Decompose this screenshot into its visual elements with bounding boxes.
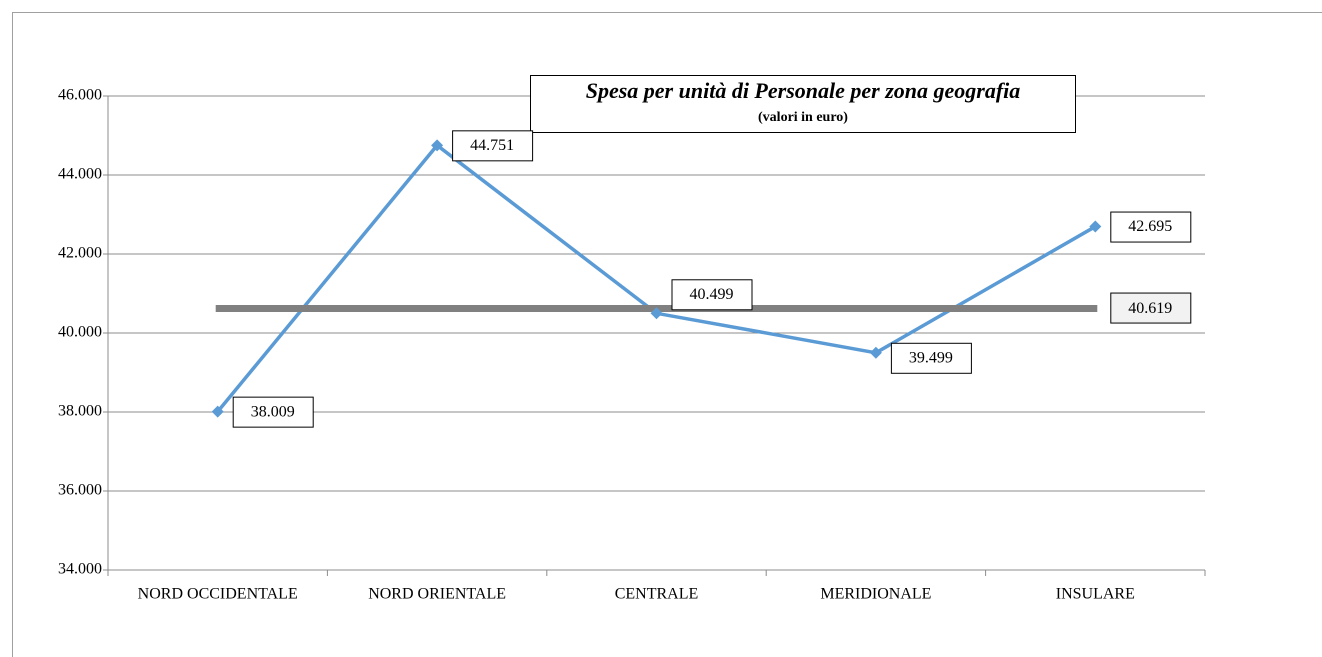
y-tick-label: 38.000 bbox=[58, 403, 102, 420]
y-tick-label: 46.000 bbox=[58, 87, 102, 104]
data-label: 42.695 bbox=[1128, 218, 1172, 235]
chart-title: Spesa per unità di Personale per zona ge… bbox=[586, 78, 1021, 103]
x-tick-label: MERIDIONALE bbox=[820, 586, 931, 603]
data-label-box bbox=[671, 279, 753, 311]
marker bbox=[1089, 220, 1102, 233]
data-label-box bbox=[1110, 211, 1192, 243]
marker bbox=[211, 405, 224, 418]
x-tick-label: NORD OCCIDENTALE bbox=[138, 586, 298, 603]
marker bbox=[431, 139, 444, 152]
x-tick-label: NORD ORIENTALE bbox=[368, 586, 506, 603]
y-tick-label: 40.000 bbox=[58, 324, 102, 341]
data-label: 39.499 bbox=[909, 349, 953, 366]
data-label: 40.499 bbox=[690, 286, 734, 303]
chart-frame bbox=[12, 12, 1322, 657]
title-box bbox=[530, 75, 1076, 133]
data-label-box bbox=[452, 130, 534, 162]
marker bbox=[650, 307, 663, 320]
data-label-box bbox=[232, 396, 314, 428]
chart-subtitle: (valori in euro) bbox=[758, 110, 848, 125]
data-label: 44.751 bbox=[470, 137, 514, 154]
y-tick-label: 42.000 bbox=[58, 245, 102, 262]
x-tick-label: INSULARE bbox=[1056, 586, 1135, 603]
y-tick-label: 36.000 bbox=[58, 482, 102, 499]
x-tick-label: CENTRALE bbox=[615, 586, 699, 603]
average-label-box bbox=[1110, 292, 1192, 324]
marker bbox=[869, 346, 882, 359]
data-label: 38.009 bbox=[251, 403, 295, 420]
y-tick-label: 44.000 bbox=[58, 166, 102, 183]
data-label-box bbox=[890, 342, 972, 374]
average-label: 40.619 bbox=[1128, 300, 1172, 317]
y-tick-label: 34.000 bbox=[58, 561, 102, 578]
